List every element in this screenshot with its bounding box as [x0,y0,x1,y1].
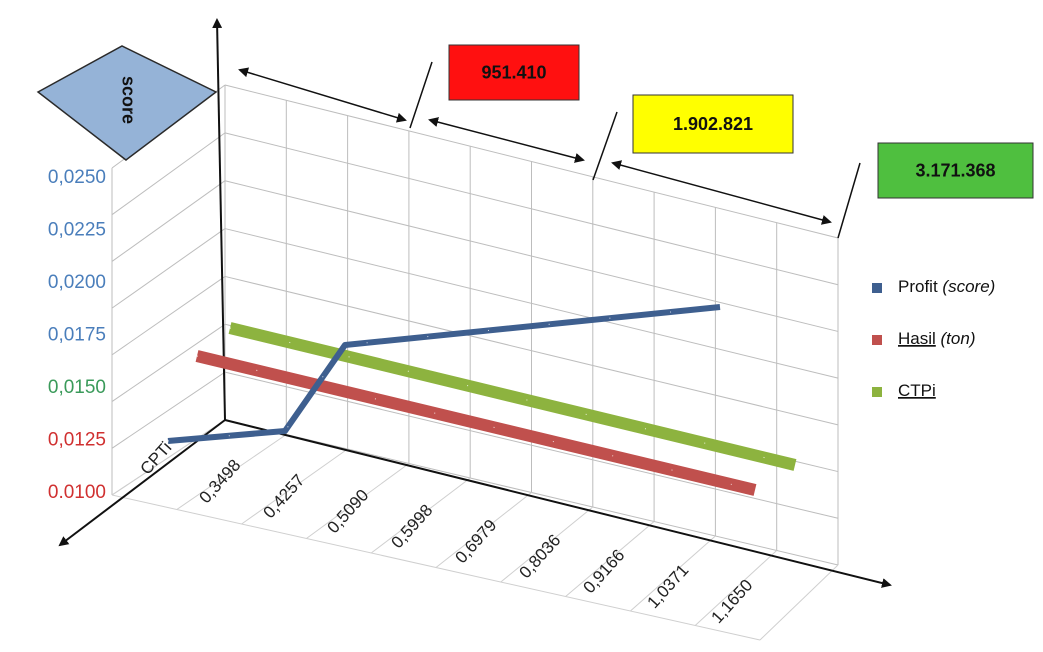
grid-line-side [111,132,226,216]
y-tick-label: 0,0250 [48,167,106,188]
annotation-label: 3.171.368 [915,160,995,180]
grid-line-horizontal [224,275,839,426]
grid-line-horizontal [224,371,839,519]
annotation-box [877,142,1034,199]
y-tick-label: 0,0175 [48,325,106,346]
x-tick-label: CPTi [136,438,175,478]
chart-legend: Profit (score) Hasil (ton) CTPi [872,277,995,400]
grid-line-horizontal [224,132,839,286]
grid-line-floor [565,521,655,597]
annotation-connector [592,111,618,181]
grid-line-floor [241,448,348,525]
grid-line-side [111,323,226,402]
y-axis-label: score [118,76,138,124]
x-tick-label: 1,0371 [643,561,692,612]
span-double-arrow [238,67,407,123]
legend-label: Hasil (ton) [898,329,975,348]
legend-label: Profit (score) [898,277,995,296]
x-axis-arrow [224,419,892,588]
grid-line-floor [694,550,778,626]
legend-swatch [872,387,882,397]
grid-line-floor [630,535,716,612]
annotation-box [448,44,580,101]
y-axis-label-box: score [36,45,218,161]
grid-line-floor-front [111,494,761,641]
x-tick-label: 0,6979 [451,516,500,567]
grid-line-side [111,180,226,262]
annotation-connector [837,162,861,239]
x-tick-label: 1,1650 [707,576,756,627]
grid-line-floor [111,419,226,496]
series-hasil-ribbon [195,350,757,496]
x-tick-label: 0,9166 [579,546,628,597]
annotation-connector [409,61,433,129]
series-ctpi-ribbon [228,322,797,471]
y-tick-label: 0,0200 [48,272,106,293]
y-tick-label: 0,0125 [48,430,106,451]
annotation-box [632,94,794,154]
x-tick-label: 0,5090 [323,486,372,537]
grid-line-side [111,276,226,356]
grid-line-side [111,228,226,309]
span-double-arrow [611,160,832,225]
y-axis-arrow [212,18,226,421]
span-double-arrow [428,117,585,163]
chart-ticks: 0,0250 0,0225 0,0200 0,0175 0,0150 0,0125 0.01… [48,167,756,627]
annotation-label: 951.410 [481,62,546,82]
grid-line-floor [759,564,839,641]
series-profit-line [167,304,721,444]
x-tick-label: 0,5998 [387,501,436,552]
chart-annotations: 951.410 1.902.821 3.171.368 [238,44,1034,239]
legend-swatch [872,335,882,345]
y-tick-label: 0.0100 [48,482,106,503]
chart-series [167,304,797,496]
grid-line-floor [500,506,594,583]
grid-line-floor [306,463,410,539]
annotation-label: 1.902.821 [673,114,753,134]
grid-line-horizontal [224,180,839,332]
grid-line-side [111,371,226,449]
x-tick-label: 0,4257 [259,471,308,522]
x-tick-label: 0,3498 [195,456,244,507]
y-tick-label: 0,0225 [48,220,106,241]
grid-line-floor [435,492,532,568]
legend-label: CTPi [898,381,936,400]
x-tick-label: 0,8036 [515,531,564,582]
y-tick-label: 0,0150 [48,377,106,398]
legend-swatch [872,283,882,293]
grid-line-floor [176,434,287,510]
grid-line-horizontal [224,228,839,379]
grid-line-floor [370,477,471,554]
